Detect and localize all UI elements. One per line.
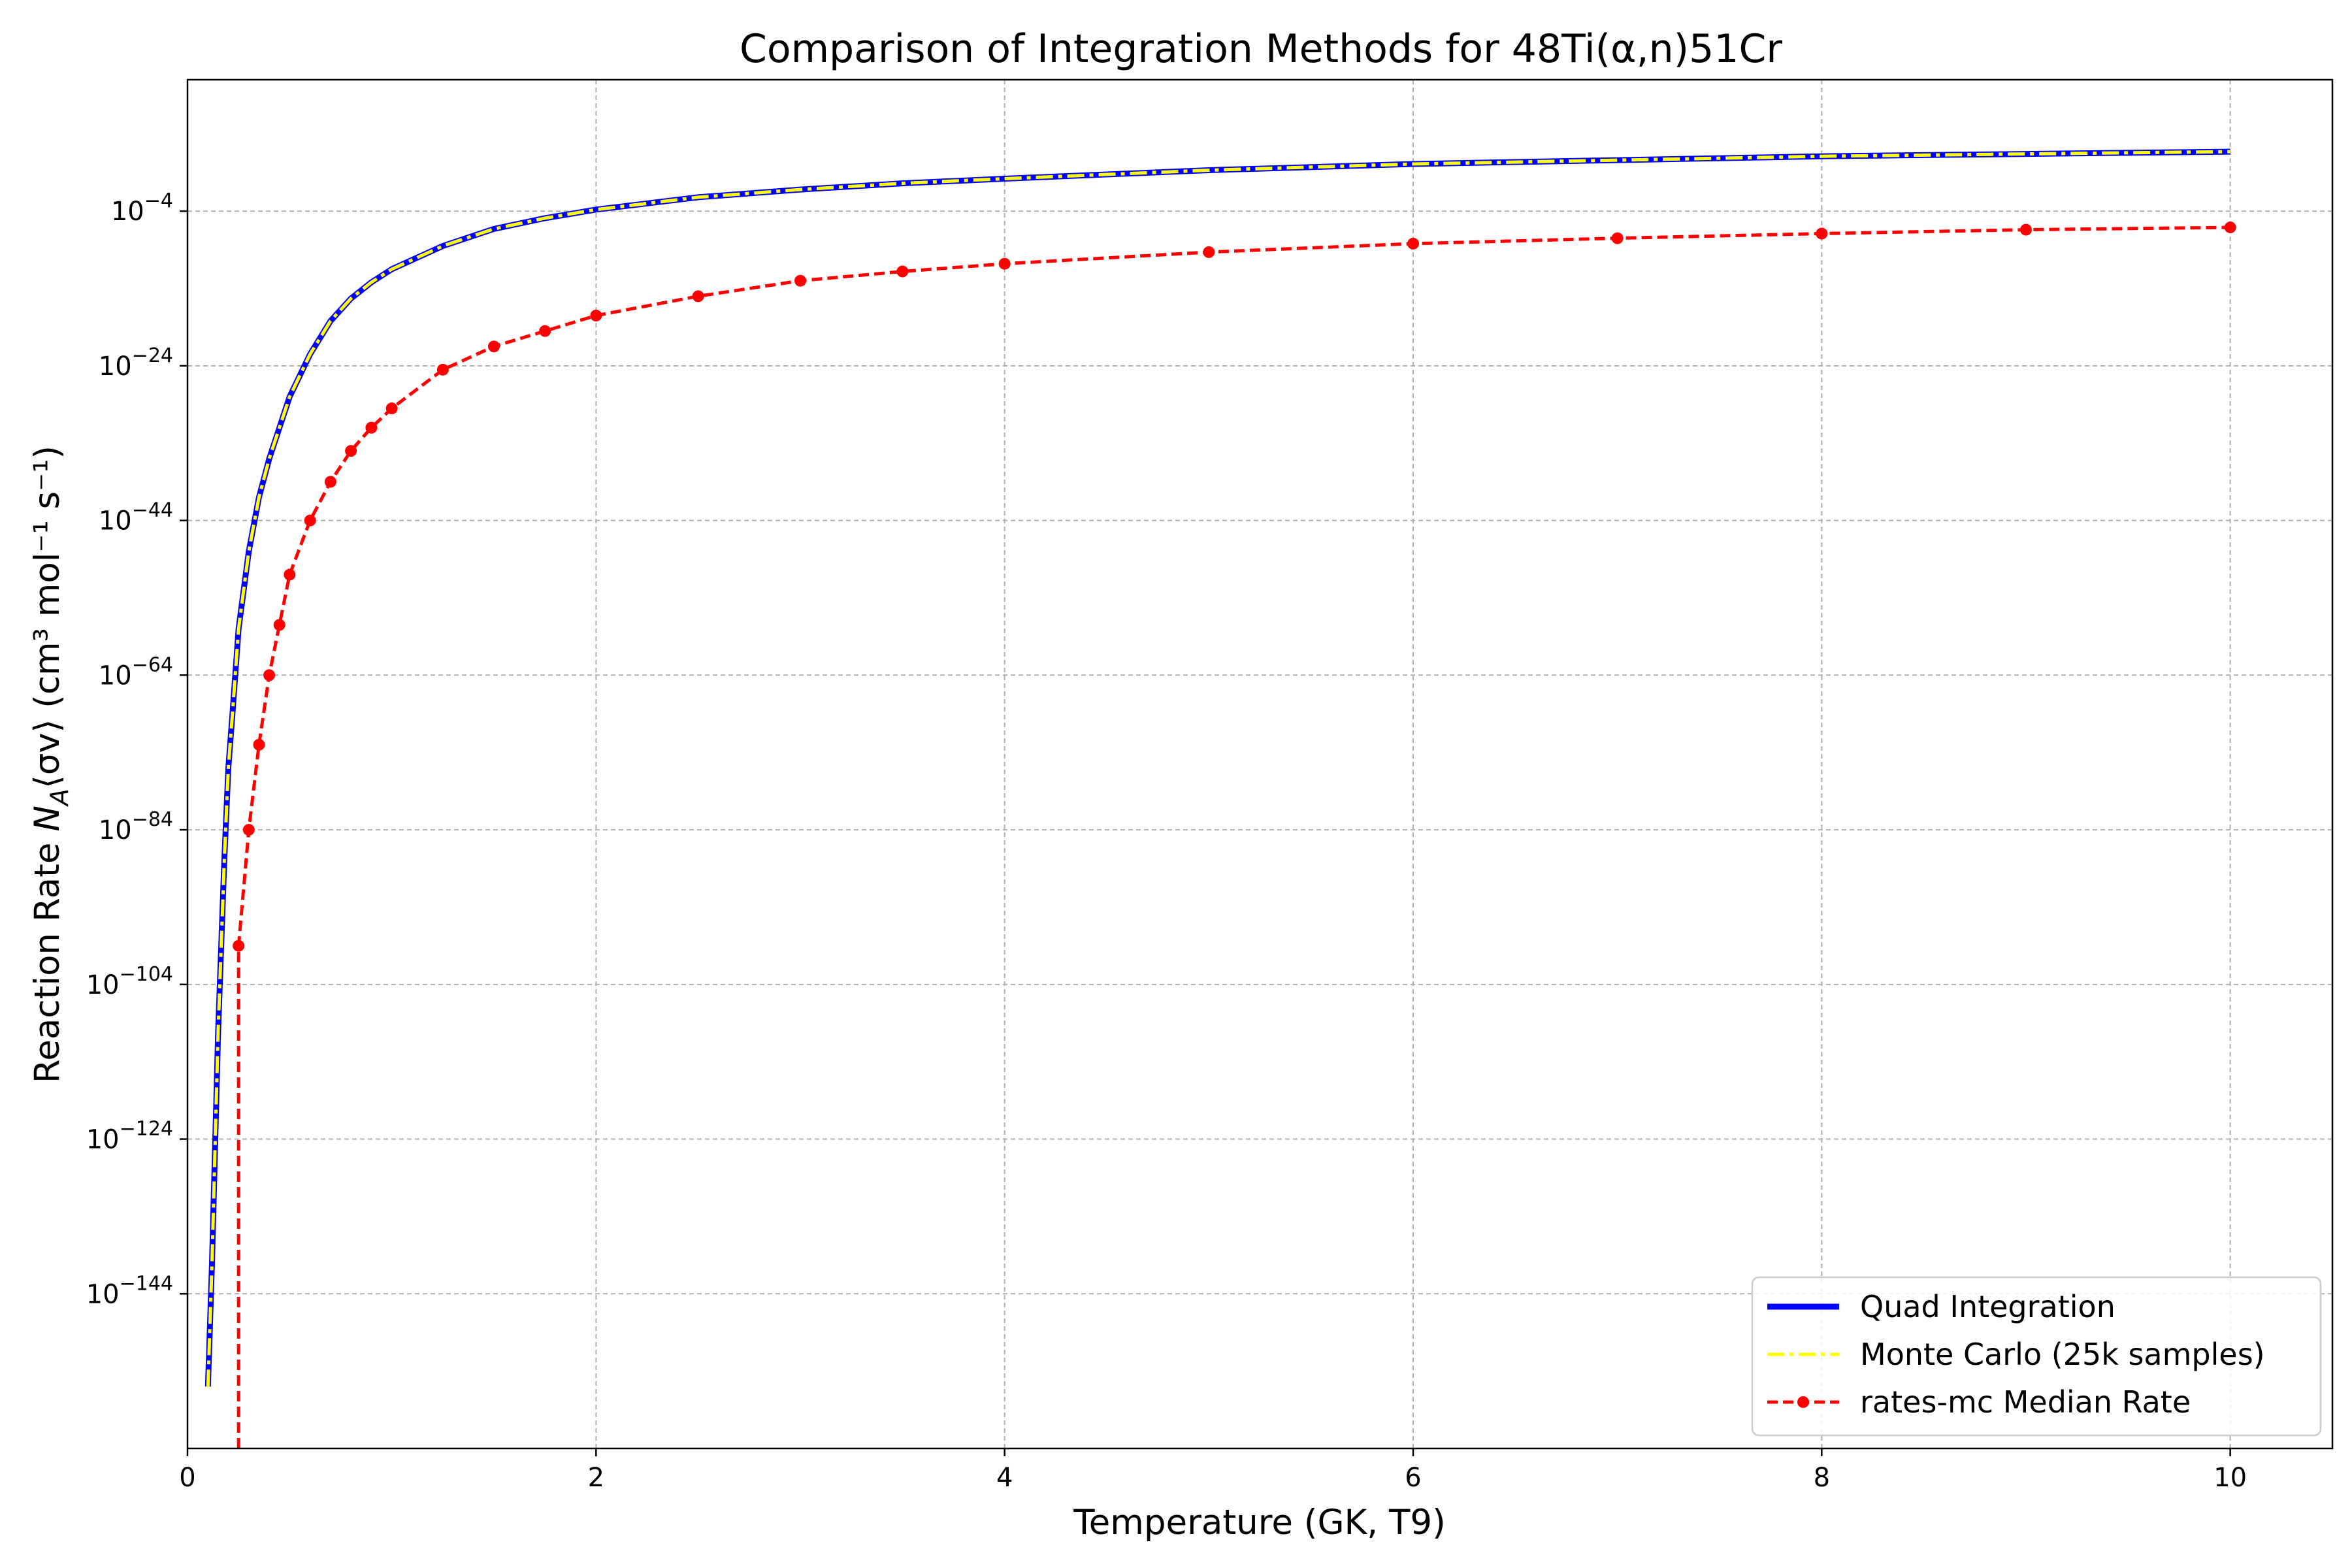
chart-title: Comparison of Integration Methods for 48… bbox=[740, 26, 1782, 72]
series-point-rates-mc-median bbox=[1407, 237, 1419, 250]
y-tick-exponent: −24 bbox=[132, 344, 173, 367]
y-tick-exponent: −124 bbox=[120, 1118, 173, 1141]
series-point-rates-mc-median bbox=[692, 290, 704, 302]
y-tick-label: 10−24 bbox=[99, 344, 173, 382]
plot-frame bbox=[186, 78, 2334, 1450]
y-tick-exponent: −104 bbox=[120, 963, 173, 986]
y-tick-label: 10−144 bbox=[86, 1272, 173, 1309]
y-axis-label-units: (cm³ mol⁻¹ s⁻¹) bbox=[27, 446, 67, 719]
legend-label: Quad Integration bbox=[1860, 1289, 2115, 1324]
series-point-rates-mc-median bbox=[436, 363, 449, 376]
legend-item-monte-carlo: Monte Carlo (25k samples) bbox=[1767, 1337, 2265, 1372]
x-axis-label: Temperature (GK, T9) bbox=[1073, 1503, 1446, 1543]
y-tick-base: 10 bbox=[99, 815, 132, 845]
legend-label: rates-mc Median Rate bbox=[1860, 1384, 2191, 1420]
series-point-rates-mc-median bbox=[284, 568, 296, 581]
series-point-rates-mc-median bbox=[273, 619, 286, 631]
series-point-rates-mc-median bbox=[233, 939, 245, 952]
y-tick-base: 10 bbox=[99, 351, 132, 382]
series-point-rates-mc-median bbox=[1611, 232, 1624, 244]
series-point-rates-mc-median bbox=[1816, 227, 1828, 240]
x-tick-label: 4 bbox=[996, 1463, 1013, 1493]
series-point-rates-mc-median bbox=[896, 265, 909, 278]
series-point-rates-mc-median bbox=[242, 824, 255, 836]
legend: Quad Integration Monte Carlo (25k samples… bbox=[1751, 1276, 2322, 1437]
y-tick-exponent: −84 bbox=[132, 808, 173, 831]
series-point-rates-mc-median bbox=[2224, 221, 2236, 234]
y-tick-exponent: −64 bbox=[132, 653, 173, 676]
y-axis-label-symbol: N bbox=[27, 806, 67, 832]
y-tick-exponent: −44 bbox=[132, 499, 173, 522]
plot-background bbox=[188, 80, 2332, 1448]
y-axis-label-bracket: ⟨σv⟩ bbox=[27, 719, 67, 789]
y-tick-base: 10 bbox=[86, 970, 120, 1000]
series-point-rates-mc-median bbox=[253, 738, 265, 751]
series-point-rates-mc-median bbox=[263, 669, 276, 681]
series-point-rates-mc-median bbox=[1203, 246, 1215, 258]
legend-frame bbox=[1751, 1276, 2322, 1437]
y-tick-label: 10−124 bbox=[86, 1118, 173, 1155]
y-tick-label: 10−84 bbox=[99, 808, 173, 845]
y-tick-label: 10−104 bbox=[86, 963, 173, 1000]
y-tick-exponent: −4 bbox=[144, 189, 173, 212]
series-point-rates-mc-median bbox=[539, 325, 551, 337]
x-tick-label: 10 bbox=[2213, 1463, 2247, 1493]
series-point-rates-mc-median bbox=[794, 274, 806, 287]
series-point-rates-mc-median bbox=[2020, 223, 2032, 236]
x-axis: 0 2 4 6 8 10 bbox=[179, 1448, 2247, 1493]
y-tick-label: 10−64 bbox=[99, 653, 173, 691]
y-tick-base: 10 bbox=[99, 506, 132, 536]
x-tick-label: 8 bbox=[1814, 1463, 1830, 1493]
y-tick-label: 10−4 bbox=[111, 189, 173, 227]
plot-area bbox=[186, 78, 2334, 1450]
series-point-rates-mc-median bbox=[998, 257, 1011, 270]
series-point-rates-mc-median bbox=[488, 340, 500, 353]
series-point-rates-mc-median bbox=[385, 402, 398, 415]
x-tick-label: 2 bbox=[588, 1463, 604, 1493]
y-tick-base: 10 bbox=[86, 1125, 120, 1155]
series-point-rates-mc-median bbox=[304, 514, 316, 527]
series-line-rates-mc-median bbox=[237, 225, 2230, 1448]
x-tick-label: 0 bbox=[179, 1463, 195, 1493]
y-tick-base: 10 bbox=[111, 197, 144, 227]
y-axis-label-subscript: A bbox=[45, 789, 74, 808]
series-point-rates-mc-median bbox=[365, 421, 378, 434]
y-tick-label: 10−44 bbox=[99, 499, 173, 536]
y-axis: 10−14410−12410−10410−8410−6410−4410−2410… bbox=[86, 189, 188, 1309]
legend-label: Monte Carlo (25k samples) bbox=[1860, 1337, 2265, 1372]
series-line-monte-carlo bbox=[206, 150, 2230, 1387]
series-point-rates-mc-median bbox=[590, 310, 602, 322]
series-point-rates-mc-median bbox=[345, 445, 357, 457]
x-tick-label: 6 bbox=[1405, 1463, 1421, 1493]
series-layer bbox=[204, 148, 2236, 1448]
legend-swatch-marker bbox=[1797, 1396, 1809, 1408]
legend-item-rates-mc-median: rates-mc Median Rate bbox=[1767, 1384, 2191, 1420]
y-axis-label-prefix: Reaction Rate bbox=[27, 832, 67, 1083]
y-tick-base: 10 bbox=[99, 661, 132, 691]
y-tick-exponent: −144 bbox=[120, 1272, 173, 1295]
y-axis-label: Reaction Rate NA⟨σv⟩ (cm³ mol⁻¹ s⁻¹) bbox=[27, 446, 74, 1083]
legend-item-quad-integration: Quad Integration bbox=[1767, 1289, 2115, 1324]
y-tick-base: 10 bbox=[86, 1279, 120, 1309]
series-point-rates-mc-median bbox=[324, 476, 336, 488]
